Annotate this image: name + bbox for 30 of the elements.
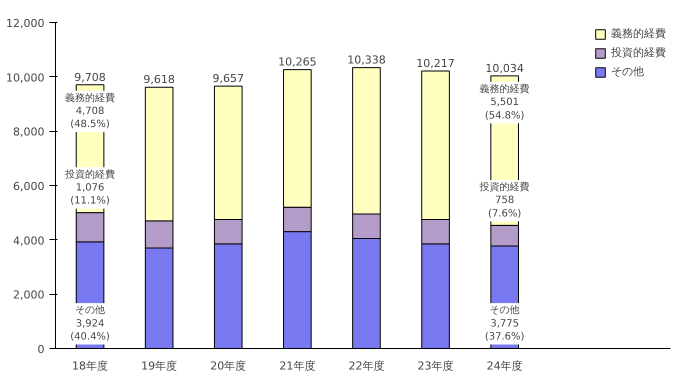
y-tick-label: 10,000: [6, 71, 45, 84]
y-tick-label: 2,000: [13, 288, 45, 302]
x-tick-label: 18年度: [72, 360, 108, 372]
total-label: 10,265: [278, 56, 317, 69]
legend-label: その他: [611, 64, 644, 79]
x-tick-label: 20年度: [210, 360, 246, 372]
annotation: その他 3,775 (37.6%): [484, 304, 525, 342]
legend-label: 投資的経費: [611, 45, 666, 60]
total-label: 9,657: [212, 72, 244, 86]
x-tick-label: 19年度: [141, 360, 178, 372]
x-tick-label: 21年度: [279, 360, 316, 372]
total-label: 10,034: [485, 62, 524, 75]
total-label: 9,618: [143, 73, 175, 86]
legend-label: 義務的経費: [611, 26, 666, 41]
x-tick-label: 24年度: [486, 360, 523, 372]
annotation: 投資的経費 758 (7.6%): [478, 180, 530, 220]
total-label: 10,338: [347, 54, 386, 67]
annotation: 義務的経費 5,501 (54.8%): [480, 82, 530, 122]
x-tick-label: 23年度: [418, 360, 454, 372]
y-tick-label: 12,000: [6, 17, 45, 30]
y-tick-label: 8,000: [13, 126, 45, 139]
y-tick-label: 0: [38, 343, 44, 356]
total-label: 10,217: [416, 56, 455, 70]
total-label: 9,708: [74, 70, 106, 84]
annotation: その他 3,924 (40.4%): [70, 304, 110, 342]
y-tick-label: 6,000: [13, 180, 45, 193]
y-tick-label: 4,000: [13, 234, 45, 248]
x-tick-label: 22年度: [348, 360, 384, 372]
annotation: 投資的経費 1,076 (11.1%): [64, 168, 116, 207]
annotation: 義務的経費 4,708 (48.5%): [65, 92, 116, 130]
